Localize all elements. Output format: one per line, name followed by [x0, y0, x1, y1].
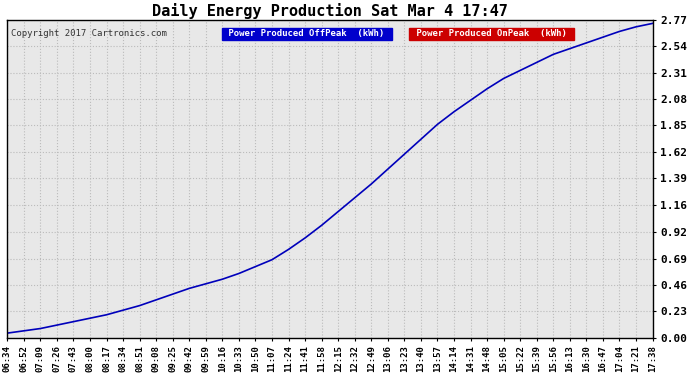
Text: Copyright 2017 Cartronics.com: Copyright 2017 Cartronics.com — [10, 30, 166, 39]
Text: Power Produced OnPeak  (kWh): Power Produced OnPeak (kWh) — [411, 30, 572, 39]
Text: Power Produced OffPeak  (kWh): Power Produced OffPeak (kWh) — [224, 30, 390, 39]
Title: Daily Energy Production Sat Mar 4 17:47: Daily Energy Production Sat Mar 4 17:47 — [152, 3, 508, 19]
